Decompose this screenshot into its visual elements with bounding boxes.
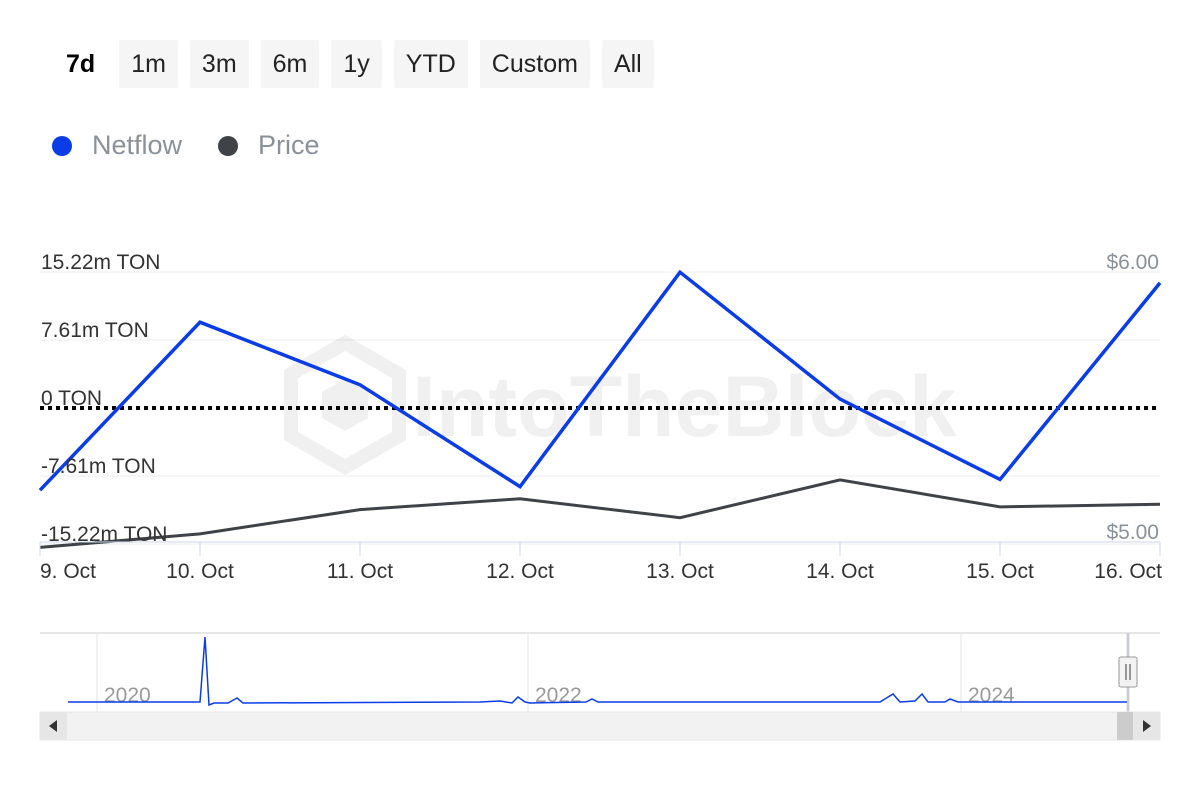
navigator-year-label: 2022 — [535, 684, 582, 707]
range-button-1y[interactable]: 1y — [331, 40, 382, 88]
range-button-3m[interactable]: 3m — [189, 40, 249, 88]
y-axis-left: 15.22m TON 7.61m TON 0 TON -7.61m TON -15.22… — [41, 251, 167, 546]
y-tick-label-left: 0 TON — [41, 387, 102, 410]
x-tick-label: 11. Oct — [327, 560, 393, 583]
series-line-price — [39, 478, 1161, 549]
x-tick-label: 16. Oct — [1094, 560, 1162, 583]
scrollbar-track[interactable] — [39, 711, 1161, 741]
grid-lines — [40, 271, 1160, 545]
navigator-year-label: 2020 — [104, 684, 151, 707]
legend-marker — [52, 135, 72, 156]
navigator-series — [68, 636, 1128, 707]
legend-item-netflow[interactable]: Netflow — [52, 130, 182, 161]
series-line-netflow — [38, 269, 1162, 492]
range-button-1m[interactable]: 1m — [119, 40, 178, 88]
range-button-all[interactable]: All — [601, 40, 654, 88]
y-tick-label-right: $5.00 — [1106, 521, 1159, 544]
legend-item-price[interactable]: Price — [218, 130, 320, 161]
range-button-6m[interactable]: 6m — [260, 40, 320, 88]
arrow-right-icon — [1143, 720, 1151, 732]
scrollbar-thumb[interactable] — [1117, 712, 1133, 740]
y-tick-label-left: -7.61m TON — [41, 455, 156, 478]
navigator[interactable]: 2020 2022 2024 — [39, 632, 1161, 741]
y-tick-label-left: 15.22m TON — [41, 251, 160, 274]
legend-marker — [218, 135, 239, 156]
navigator-handle[interactable] — [1118, 656, 1138, 688]
range-button-ytd[interactable]: YTD — [393, 40, 468, 88]
y-tick-label-left: 7.61m TON — [41, 319, 149, 342]
x-tick-label: 14. Oct — [806, 560, 874, 583]
legend-label: Price — [258, 130, 320, 160]
x-tick-label: 12. Oct — [486, 560, 554, 583]
range-button-7d[interactable]: 7d — [54, 40, 108, 88]
x-axis: 9. Oct 10. Oct 11. Oct 12. Oct 13. Oct 14. Oc… — [39, 541, 1162, 583]
y-tick-label-right: $6.00 — [1106, 251, 1159, 274]
legend: Netflow Price — [52, 130, 320, 161]
legend-label: Netflow — [92, 130, 183, 160]
x-tick-label: 13. Oct — [646, 560, 714, 583]
range-button-custom[interactable]: Custom — [479, 40, 590, 88]
x-tick-label: 9. Oct — [40, 560, 96, 583]
x-tick-label: 10. Oct — [166, 560, 234, 583]
range-selector: 7d 1m 3m 6m 1y YTD Custom All — [54, 40, 654, 88]
navigator-year-label: 2024 — [968, 684, 1015, 707]
y-axis-right: $6.00 $5.00 — [1106, 251, 1159, 544]
x-tick-label: 15. Oct — [966, 560, 1034, 583]
arrow-left-icon — [49, 720, 57, 732]
series-layer — [38, 269, 1162, 549]
y-tick-label-left: -15.22m TON — [41, 523, 167, 546]
